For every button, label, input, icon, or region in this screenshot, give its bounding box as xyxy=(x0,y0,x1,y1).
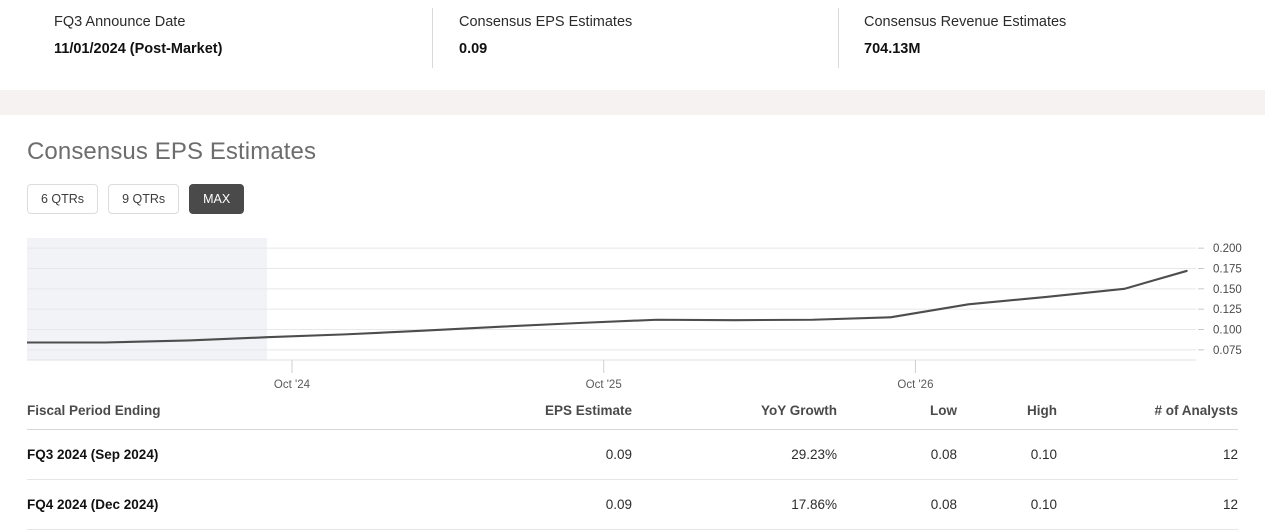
estimates-table-wrap: Fiscal Period Ending EPS Estimate YoY Gr… xyxy=(0,403,1265,530)
table-row: FQ3 2024 (Sep 2024) 0.09 29.23% 0.08 0.1… xyxy=(27,429,1238,480)
cell-fiscal-period: FQ3 2024 (Sep 2024) xyxy=(27,429,467,480)
eps-estimates-chart[interactable]: 0.200 0.175 0.150 0.125 0.100 0.075 Oct '24 Oct… xyxy=(27,230,1265,395)
chart-x-tick-label: Oct '24 xyxy=(274,379,311,391)
cell-analysts: 12 xyxy=(1057,479,1238,530)
range-button-9qtrs[interactable]: 9 QTRs xyxy=(108,184,180,214)
chart-y-tick-label: 0.125 xyxy=(1213,304,1242,316)
chart-line-series xyxy=(27,269,1188,344)
cell-low: 0.08 xyxy=(837,479,957,530)
cell-fiscal-period: FQ4 2024 (Dec 2024) xyxy=(27,479,467,530)
chart-y-tick-label: 0.150 xyxy=(1213,284,1242,296)
summary-value: 11/01/2024 (Post-Market) xyxy=(54,41,223,57)
summary-value: 704.13M xyxy=(864,41,921,57)
page-title: Consensus EPS Estimates xyxy=(27,138,317,165)
range-button-group: 6 QTRs 9 QTRs MAX xyxy=(27,184,1265,214)
column-header-low: Low xyxy=(837,403,957,430)
chart-section: Consensus EPS Estimates 6 QTRs 9 QTRs MA… xyxy=(0,137,1265,395)
summary-value: 0.09 xyxy=(459,41,488,57)
chart-y-tick-label: 0.075 xyxy=(1213,345,1242,357)
summary-cell-eps-estimates: Consensus EPS Estimates 0.09 xyxy=(432,0,838,68)
column-header-fiscal-period: Fiscal Period Ending xyxy=(27,403,467,430)
column-header-yoy-growth: YoY Growth xyxy=(632,403,837,430)
summary-label: Consensus EPS Estimates xyxy=(459,14,633,30)
chart-svg: 0.200 0.175 0.150 0.125 0.100 0.075 Oct '24 Oct… xyxy=(27,238,1242,391)
table-header-row: Fiscal Period Ending EPS Estimate YoY Gr… xyxy=(27,403,1238,430)
summary-strip: FQ3 Announce Date 11/01/2024 (Post-Marke… xyxy=(0,0,1265,90)
cell-eps-estimate: 0.09 xyxy=(467,429,632,480)
chart-y-tick-label: 0.100 xyxy=(1213,325,1242,337)
summary-label: Consensus Revenue Estimates xyxy=(864,14,1067,30)
column-header-eps-estimate: EPS Estimate xyxy=(467,403,632,430)
cell-eps-estimate: 0.09 xyxy=(467,479,632,530)
cell-analysts: 12 xyxy=(1057,429,1238,480)
range-button-max[interactable]: MAX xyxy=(189,184,245,214)
cell-low: 0.08 xyxy=(837,429,957,480)
chart-x-tick-label: Oct '26 xyxy=(897,379,933,391)
summary-cell-revenue-estimates: Consensus Revenue Estimates 704.13M xyxy=(838,0,1265,68)
cell-high: 0.10 xyxy=(957,429,1057,480)
column-header-analysts: # of Analysts xyxy=(1057,403,1238,430)
chart-y-tick-label: 0.200 xyxy=(1213,243,1242,255)
section-gap xyxy=(0,115,1265,137)
chart-x-tick-label: Oct '25 xyxy=(586,379,622,391)
section-divider-band xyxy=(0,90,1265,115)
column-header-high: High xyxy=(957,403,1057,430)
estimates-table: Fiscal Period Ending EPS Estimate YoY Gr… xyxy=(27,403,1238,530)
summary-label: FQ3 Announce Date xyxy=(54,14,186,30)
range-button-6qtrs[interactable]: 6 QTRs xyxy=(27,184,99,214)
cell-yoy-growth: 17.86% xyxy=(632,479,837,530)
cell-yoy-growth: 29.23% xyxy=(632,429,837,480)
table-row: FQ4 2024 (Dec 2024) 0.09 17.86% 0.08 0.1… xyxy=(27,479,1238,530)
summary-cell-announce-date: FQ3 Announce Date 11/01/2024 (Post-Marke… xyxy=(0,0,432,59)
cell-high: 0.10 xyxy=(957,479,1057,530)
chart-y-tick-label: 0.175 xyxy=(1213,264,1242,276)
